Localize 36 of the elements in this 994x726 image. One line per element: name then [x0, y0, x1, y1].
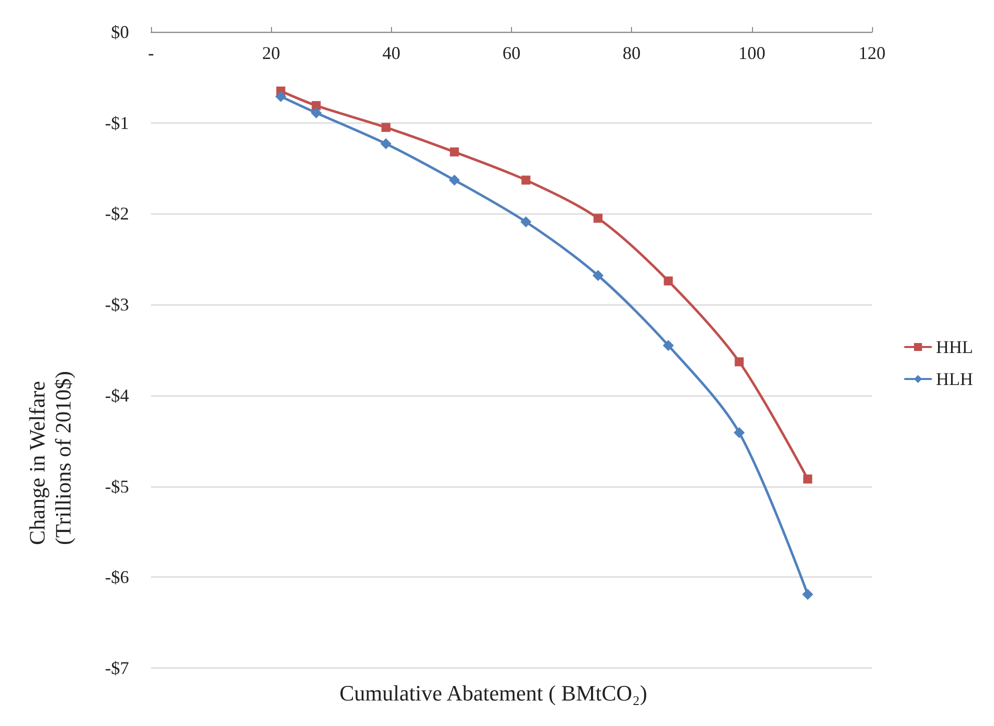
point [662, 340, 674, 351]
point [312, 101, 321, 110]
point [594, 214, 603, 223]
y-tick-label: -$7 [105, 658, 129, 678]
point [310, 107, 322, 118]
x-tick-label: - [148, 43, 154, 63]
point [521, 176, 530, 185]
x-tick-label: 40 [382, 43, 400, 63]
x-tick-label: 80 [622, 43, 641, 63]
y-tick-label: -$6 [105, 567, 129, 588]
x-tick-label: 100 [738, 43, 766, 63]
x-tick-label: 60 [502, 43, 520, 63]
point [664, 276, 673, 286]
point [734, 427, 745, 438]
y-tick-label: $0 [111, 22, 129, 42]
x-axis-title: Cumulative Abatement ( BMtCO₂) [340, 680, 648, 706]
point [592, 270, 604, 281]
point [803, 474, 812, 484]
y-tick-label: -$1 [105, 112, 129, 133]
y-axis-title: Change in Welfare (Trillions of 2010$) [24, 370, 76, 545]
x-tick-label: 20 [262, 43, 280, 63]
y-tick-label: -$5 [105, 476, 129, 496]
point [275, 91, 286, 102]
point [734, 357, 744, 366]
y-tick-label: -$3 [105, 294, 129, 315]
y-tick-label: -$4 [105, 385, 129, 406]
point [448, 174, 460, 186]
point [450, 147, 459, 156]
legend-label: HHL [936, 337, 974, 357]
point [520, 216, 532, 228]
point [802, 588, 814, 600]
legend-label: HLH [936, 369, 974, 389]
x-tick-label: 120 [858, 43, 886, 63]
point [381, 122, 390, 132]
y-tick-label: -$2 [105, 204, 129, 224]
point [380, 138, 392, 150]
